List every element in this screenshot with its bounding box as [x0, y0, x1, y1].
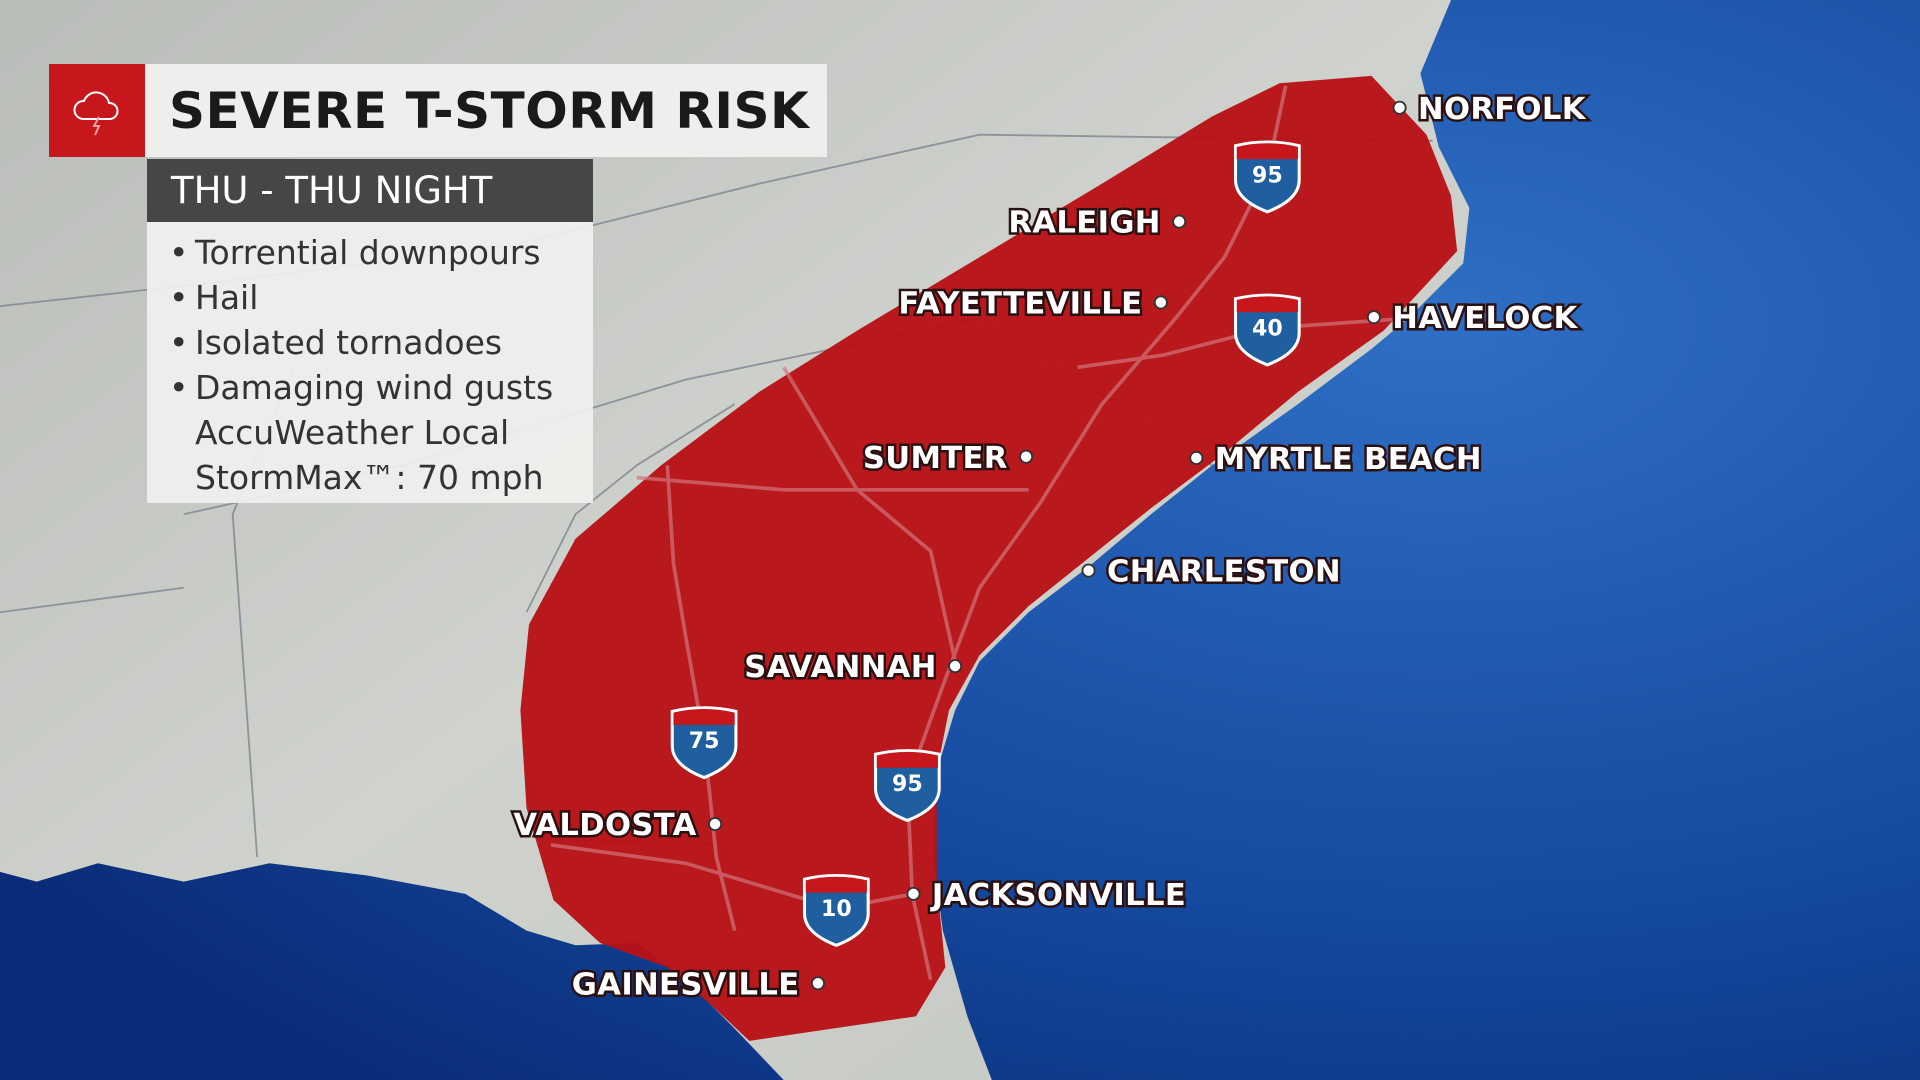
interstate-shield: 95 — [1233, 140, 1301, 214]
city-dot — [1019, 449, 1034, 464]
hazard-text: Hail — [195, 278, 259, 317]
city-label: SUMTER — [863, 441, 1008, 476]
hazard-text: Isolated tornadoes — [195, 323, 503, 362]
city-label: HAVELOCK — [1392, 301, 1578, 336]
city-marker: RALEIGH — [1006, 203, 1187, 243]
interstate-number: 40 — [1252, 317, 1283, 342]
hazard-item: • Isolated tornadoes — [169, 323, 503, 362]
thunderstorm-cloud-icon — [73, 90, 119, 135]
city-marker: MYRTLE BEACH — [1189, 440, 1484, 479]
city-label: RALEIGH — [1008, 206, 1160, 241]
interstate-number: 10 — [821, 897, 852, 922]
city-marker: SUMTER — [860, 438, 1034, 478]
hazard-item: • Torrential downpours — [169, 233, 541, 272]
storm-icon-box — [49, 64, 145, 157]
city-label: NORFOLK — [1418, 92, 1587, 127]
city-label: FAYETTEVILLE — [898, 286, 1142, 321]
period-label: THU - THU NIGHT — [171, 169, 493, 212]
interstate-shield: 40 — [1233, 293, 1301, 367]
city-label: VALDOSTA — [513, 808, 696, 843]
city-label: GAINESVILLE — [572, 967, 800, 1002]
city-dot — [1189, 450, 1204, 465]
hazard-text: Torrential downpours — [195, 233, 541, 272]
city-dot — [906, 886, 921, 901]
city-dot — [948, 659, 963, 674]
city-marker: FAYETTEVILLE — [896, 284, 1168, 324]
city-label: CHARLESTON — [1107, 555, 1341, 590]
interstate-shield: 10 — [802, 874, 870, 947]
city-dot — [810, 976, 825, 991]
city-marker: JACKSONVILLE — [906, 875, 1188, 915]
city-dot — [1172, 214, 1187, 229]
city-label: MYRTLE BEACH — [1215, 442, 1482, 477]
interstate-shield: 75 — [670, 706, 738, 780]
hazard-note: AccuWeather Local — [195, 413, 510, 452]
city-marker: SAVANNAH — [742, 648, 963, 688]
city-marker: HAVELOCK — [1366, 299, 1581, 339]
interstate-number: 75 — [689, 729, 720, 754]
interstate-number: 95 — [1252, 163, 1283, 188]
city-marker: GAINESVILLE — [569, 965, 825, 1005]
period-banner: THU - THU NIGHT — [147, 159, 593, 222]
city-marker: CHARLESTON — [1081, 552, 1343, 592]
hazard-item: • Damaging wind gusts — [169, 368, 554, 407]
city-label: SAVANNAH — [744, 650, 936, 685]
severe-storm-risk-area — [520, 75, 1458, 1041]
interstate-number: 95 — [892, 772, 923, 797]
city-label: JACKSONVILLE — [930, 878, 1186, 913]
hazard-list: • Torrential downpours • Hail • Isolated to… — [147, 222, 593, 503]
city-dot — [708, 817, 723, 832]
city-dot — [1392, 100, 1407, 115]
city-dot — [1153, 295, 1168, 310]
title-banner: SEVERE T-STORM RISK — [145, 64, 827, 157]
city-dot — [1081, 563, 1096, 578]
map-title: SEVERE T-STORM RISK — [169, 81, 810, 140]
interstate-shield: 95 — [873, 749, 941, 823]
city-marker: NORFOLK — [1392, 89, 1589, 129]
hazard-item: • Hail — [169, 278, 259, 317]
city-dot — [1366, 310, 1381, 325]
city-marker: VALDOSTA — [511, 806, 723, 846]
hazard-text: Damaging wind gusts — [195, 368, 554, 407]
hazard-note: StormMax™: 70 mph — [195, 458, 544, 497]
